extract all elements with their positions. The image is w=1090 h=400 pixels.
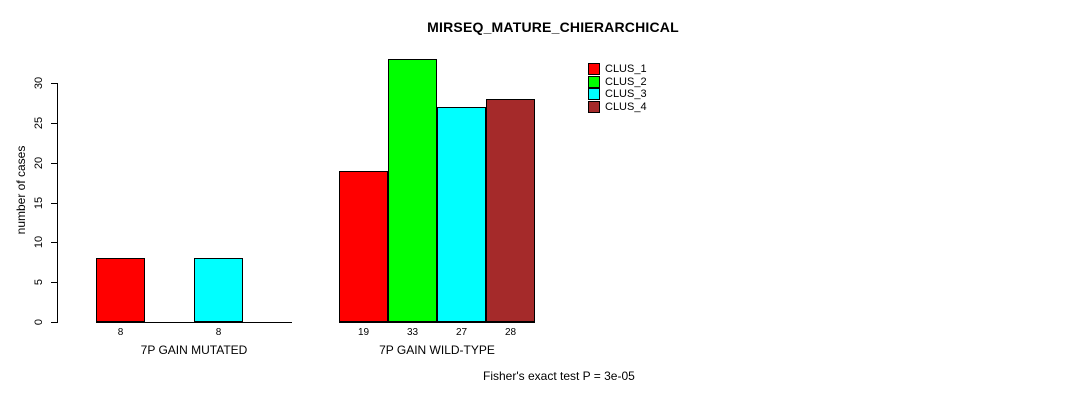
- bar-value-label: 19: [357, 327, 370, 338]
- y-tick-label: 10: [33, 235, 45, 249]
- bar-clus_3: [437, 107, 486, 322]
- legend-swatch-icon: [588, 100, 600, 113]
- y-tick-mark: [51, 163, 57, 164]
- bar-value-label: 33: [406, 327, 419, 338]
- y-tick-mark: [51, 123, 57, 124]
- bar-value-label: 28: [504, 327, 517, 338]
- bar-value-label: 27: [455, 327, 468, 338]
- y-tick-mark: [51, 203, 57, 204]
- x-axis-baseline: [96, 322, 292, 323]
- bar-value-label: 8: [117, 327, 124, 338]
- y-tick-mark: [51, 282, 57, 283]
- legend-item: CLUS_3: [588, 88, 647, 101]
- annotation-text: Fisher's exact test P = 3e-05: [483, 369, 635, 383]
- y-tick-label: 5: [33, 278, 45, 286]
- legend-swatch-icon: [588, 88, 600, 101]
- legend-label: CLUS_1: [605, 63, 647, 76]
- y-tick-label: 25: [33, 116, 45, 130]
- bar-value-label: 8: [215, 327, 222, 338]
- bar-clus_1: [96, 258, 145, 322]
- y-tick-label: 15: [33, 196, 45, 210]
- y-tick-label: 20: [33, 156, 45, 170]
- bar-clus_4: [486, 99, 535, 322]
- legend-label: CLUS_4: [605, 100, 647, 113]
- y-axis-title: number of cases: [14, 145, 28, 235]
- group-label: 7P GAIN MUTATED: [140, 343, 248, 357]
- legend-swatch-icon: [588, 75, 600, 88]
- legend-swatch-icon: [588, 63, 600, 76]
- bar-clus_2: [388, 59, 437, 322]
- x-axis-baseline: [339, 322, 535, 323]
- legend-label: CLUS_3: [605, 88, 647, 101]
- y-axis-line: [57, 83, 58, 323]
- legend-item: CLUS_2: [588, 75, 647, 89]
- y-tick-mark: [51, 322, 57, 323]
- legend: CLUS_1 CLUS_2 CLUS_3 CLUS_4: [588, 63, 647, 113]
- legend-item: CLUS_4: [588, 100, 647, 114]
- y-tick-mark: [51, 83, 57, 84]
- group-label: 7P GAIN WILD-TYPE: [379, 343, 495, 357]
- y-tick-mark: [51, 242, 57, 243]
- y-tick-label: 0: [33, 318, 45, 326]
- legend-item: CLUS_1: [588, 63, 647, 76]
- bar-clus_3: [194, 258, 243, 322]
- legend-label: CLUS_2: [605, 75, 647, 88]
- y-tick-label: 30: [33, 76, 45, 90]
- bar-clus_1: [339, 171, 388, 322]
- chart-title: MIRSEQ_MATURE_CHIERARCHICAL: [427, 19, 679, 35]
